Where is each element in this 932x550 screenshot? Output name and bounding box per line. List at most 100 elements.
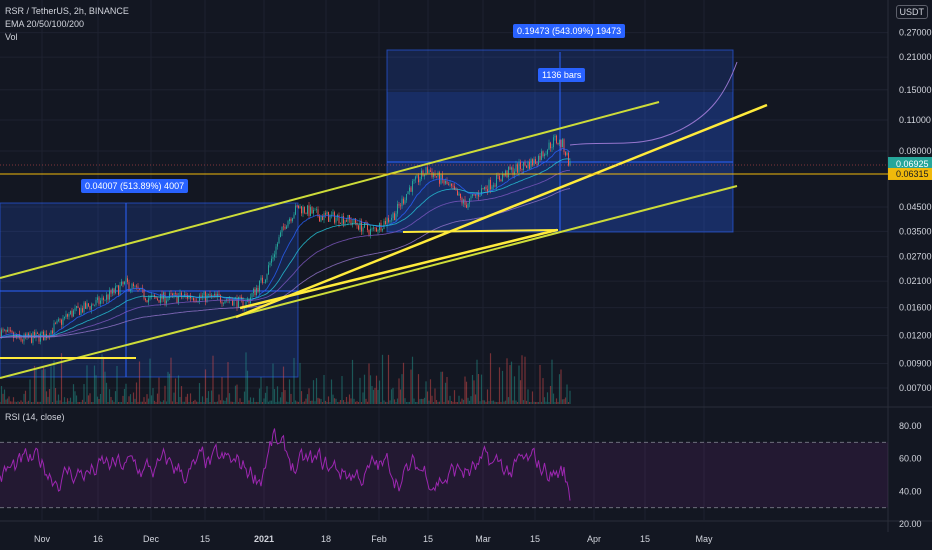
- volume-bar: [281, 392, 283, 404]
- candle-body: [307, 205, 308, 214]
- candle-body: [322, 216, 323, 220]
- candle-body: [383, 221, 385, 230]
- volume-bar: [38, 401, 40, 404]
- volume-bar: [56, 400, 58, 404]
- volume-bar: [153, 400, 156, 404]
- volume-bar: [566, 384, 568, 404]
- candle-body: [203, 291, 205, 296]
- volume-bar: [377, 389, 379, 404]
- ema-legend[interactable]: EMA 20/50/100/200: [5, 19, 85, 29]
- volume-bar: [366, 401, 369, 404]
- candle-body: [10, 330, 11, 332]
- volume-bar: [48, 388, 51, 404]
- price-tick-label: 0.08000: [899, 146, 932, 156]
- candle-body: [227, 299, 229, 301]
- candle-body: [236, 297, 238, 308]
- volume-bar: [120, 401, 123, 404]
- volume-bar: [165, 401, 168, 404]
- volume-bar: [269, 400, 271, 404]
- candle-body: [274, 254, 275, 257]
- volume-bar: [371, 386, 373, 404]
- candle-body: [338, 215, 340, 224]
- candle-body: [50, 330, 52, 338]
- volume-bar: [354, 401, 357, 404]
- volume-bar: [128, 396, 130, 404]
- candle-body: [233, 298, 235, 306]
- volume-bar: [465, 381, 468, 404]
- candle-body: [143, 289, 145, 299]
- candle-body: [193, 297, 194, 301]
- volume-bar: [228, 393, 231, 404]
- candle-body: [488, 179, 490, 192]
- volume-bar: [452, 401, 454, 404]
- candle-body: [467, 203, 469, 208]
- candle-body: [394, 213, 395, 221]
- volume-bar: [287, 402, 289, 404]
- volume-bar: [459, 401, 462, 404]
- volume-bar: [218, 394, 220, 404]
- volume-bar: [425, 381, 427, 404]
- volume-bar: [5, 399, 7, 404]
- candle-body: [323, 213, 325, 220]
- price-tick-label: 0.00900: [899, 359, 932, 369]
- candle-body: [316, 209, 317, 210]
- candle-body: [569, 161, 571, 166]
- volume-bar: [323, 374, 325, 404]
- candle-body: [1, 329, 2, 338]
- candle-body: [232, 300, 233, 306]
- volume-bar: [444, 382, 447, 404]
- volume-bar: [500, 401, 502, 404]
- volume-bar: [393, 399, 396, 404]
- candle-body: [547, 149, 548, 155]
- candle-body: [388, 218, 389, 222]
- volume-bar: [374, 387, 376, 404]
- volume-bar: [44, 369, 46, 404]
- measure-label-right: 0.19473 (543.09%) 19473: [513, 24, 626, 38]
- volume-bar: [233, 401, 235, 404]
- candle-body: [377, 230, 379, 232]
- volume-bar: [315, 378, 318, 404]
- candle-body: [118, 285, 119, 295]
- volume-bar: [213, 401, 216, 404]
- volume-bar: [3, 389, 6, 404]
- volume-bar: [533, 401, 535, 404]
- candle-body: [217, 293, 218, 297]
- volume-bar: [498, 367, 501, 404]
- volume-legend[interactable]: Vol: [5, 32, 18, 42]
- volume-bar: [50, 366, 52, 404]
- volume-bar: [89, 393, 91, 404]
- rsi-legend[interactable]: RSI (14, close): [5, 412, 65, 422]
- currency-button[interactable]: USDT: [895, 5, 928, 19]
- candle-body: [152, 295, 154, 296]
- candle-body: [455, 189, 457, 191]
- candle-body: [287, 221, 289, 227]
- volume-bar: [480, 374, 483, 404]
- volume-bar: [273, 389, 276, 404]
- trendline-shallow: [239, 228, 558, 310]
- volume-bar: [284, 390, 286, 404]
- volume-bar: [317, 397, 319, 404]
- volume-bar: [147, 398, 150, 404]
- candle-body: [251, 292, 253, 298]
- candle-body: [239, 296, 241, 298]
- candle-body: [481, 188, 482, 196]
- volume-bar: [248, 400, 250, 404]
- volume-bar: [422, 399, 424, 404]
- candle-body: [262, 277, 263, 283]
- candle-body: [470, 196, 472, 199]
- candle-body: [395, 213, 397, 221]
- candle-body: [134, 285, 136, 287]
- volume-bar: [339, 400, 342, 404]
- candle-body: [124, 281, 125, 285]
- rsi-tick-label: 20.00: [899, 519, 922, 529]
- volume-bar: [65, 401, 67, 404]
- candle-body: [161, 293, 163, 300]
- price-tick-label: 0.00700: [899, 383, 932, 393]
- volume-bar: [335, 398, 337, 404]
- level-price-badge: [888, 167, 932, 180]
- volume-bar: [131, 401, 133, 404]
- volume-bar: [8, 396, 10, 404]
- candle-body: [296, 205, 298, 207]
- time-tick-label: Mar: [475, 534, 491, 544]
